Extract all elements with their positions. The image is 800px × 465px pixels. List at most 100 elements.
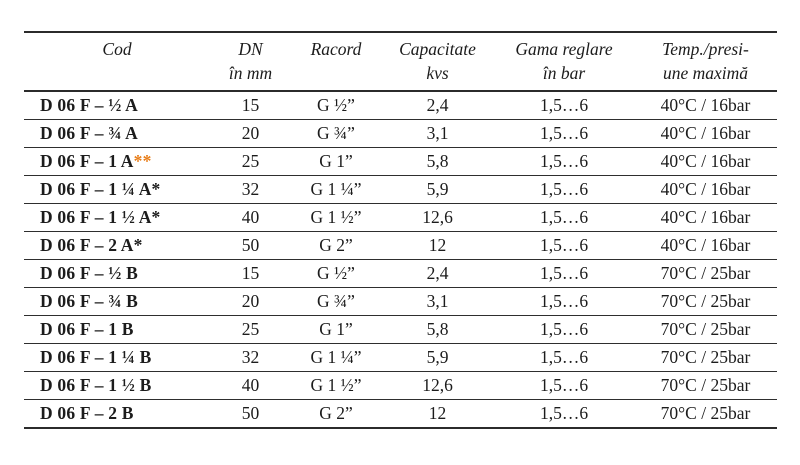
racord-cell: G 2” <box>319 235 353 255</box>
table-row: D 06 F – 1 A** 25 G 1” 5,8 1,5…6 40°C / … <box>24 148 777 176</box>
table-row: D 06 F – 1 ¼ A* 32 G 1 ¼” 5,9 1,5…6 40°C… <box>24 176 777 204</box>
table-row: D 06 F – 1 B 25 G 1” 5,8 1,5…6 70°C / 25… <box>24 316 777 344</box>
valve-spec-table: Cod DN în mm Racord Capacitate kvs Gama … <box>24 31 777 429</box>
cod-text: D 06 F – 2 B <box>40 403 134 423</box>
gama-reglare-cell: 1,5…6 <box>539 263 589 283</box>
cod-cell: D 06 F – 1 ¼ A* <box>24 176 210 204</box>
temp-presiune-cell: 40°C / 16bar <box>660 179 751 199</box>
cod-cell: D 06 F – 1 ½ B <box>24 372 210 400</box>
header-line-1: Cod <box>102 39 132 59</box>
column-header-gama-reglare: Gama reglare în bar <box>494 32 634 91</box>
cod-cell: D 06 F – 1 B <box>24 316 210 344</box>
header-line-1: Gama reglare <box>515 39 613 59</box>
temp-presiune-cell: 70°C / 25bar <box>660 403 751 423</box>
cod-text: D 06 F – ¾ B <box>40 291 139 311</box>
table-row: D 06 F – ¾ A 20 G ¾” 3,1 1,5…6 40°C / 16… <box>24 120 777 148</box>
capacitate-cell: 12 <box>428 403 447 423</box>
gama-reglare-cell: 1,5…6 <box>539 291 589 311</box>
gama-reglare-cell: 1,5…6 <box>539 95 589 115</box>
capacitate-cell: 3,1 <box>426 123 449 143</box>
column-header-temp-presiune: Temp./presi- une maximă <box>634 32 777 91</box>
capacitate-cell: 2,4 <box>426 95 449 115</box>
column-header-dn: DN în mm <box>210 32 291 91</box>
gama-reglare-cell: 1,5…6 <box>539 207 589 227</box>
cod-text: D 06 F – 1 ¼ A* <box>40 179 161 199</box>
header-line-1: Capacitate <box>399 39 476 59</box>
racord-cell: G ½” <box>317 95 355 115</box>
cod-cell: D 06 F – 1 A** <box>24 148 210 176</box>
dn-cell: 15 <box>241 95 260 115</box>
temp-presiune-cell: 70°C / 25bar <box>660 319 751 339</box>
temp-presiune-cell: 40°C / 16bar <box>660 123 751 143</box>
gama-reglare-cell: 1,5…6 <box>539 403 589 423</box>
gama-reglare-cell: 1,5…6 <box>539 319 589 339</box>
gama-reglare-cell: 1,5…6 <box>539 179 589 199</box>
racord-cell: G ¾” <box>317 123 355 143</box>
racord-cell: G 1 ½” <box>310 375 362 395</box>
racord-cell: G 1” <box>319 319 353 339</box>
cod-cell: D 06 F – ½ B <box>24 260 210 288</box>
cod-text: D 06 F – ½ B <box>40 263 139 283</box>
racord-cell: G 1” <box>319 151 353 171</box>
header-line-2: în bar <box>542 63 586 83</box>
dn-cell: 40 <box>241 375 260 395</box>
capacitate-cell: 12,6 <box>422 375 453 395</box>
table-row: D 06 F – 1 ¼ B 32 G 1 ¼” 5,9 1,5…6 70°C … <box>24 344 777 372</box>
capacitate-cell: 12,6 <box>422 207 453 227</box>
cod-cell: D 06 F – 2 A* <box>24 232 210 260</box>
racord-cell: G ½” <box>317 263 355 283</box>
header-line-1: Temp./presi- <box>662 39 749 59</box>
dn-cell: 32 <box>241 347 260 367</box>
header-line-2: une maximă <box>662 63 749 83</box>
temp-presiune-cell: 70°C / 25bar <box>660 375 751 395</box>
header-line-2: în mm <box>228 63 273 83</box>
temp-presiune-cell: 70°C / 25bar <box>660 291 751 311</box>
dn-cell: 32 <box>241 179 260 199</box>
cod-cell: D 06 F – ¾ B <box>24 288 210 316</box>
header-line-1: DN <box>238 39 263 59</box>
gama-reglare-cell: 1,5…6 <box>539 151 589 171</box>
temp-presiune-cell: 40°C / 16bar <box>660 207 751 227</box>
cod-text: D 06 F – 2 A* <box>40 235 143 255</box>
capacitate-cell: 5,8 <box>426 319 449 339</box>
header-line-1: Racord <box>310 39 362 59</box>
dn-cell: 20 <box>241 291 260 311</box>
temp-presiune-cell: 40°C / 16bar <box>660 95 751 115</box>
cod-cell: D 06 F – ½ A <box>24 91 210 120</box>
cod-cell: D 06 F – 1 ¼ B <box>24 344 210 372</box>
table-row: D 06 F – 2 B 50 G 2” 12 1,5…6 70°C / 25b… <box>24 400 777 429</box>
racord-cell: G 1 ½” <box>310 207 362 227</box>
cod-cell: D 06 F – ¾ A <box>24 120 210 148</box>
cod-text: D 06 F – 1 ½ A* <box>40 207 161 227</box>
capacitate-cell: 3,1 <box>426 291 449 311</box>
temp-presiune-cell: 40°C / 16bar <box>660 151 751 171</box>
racord-cell: G ¾” <box>317 291 355 311</box>
capacitate-cell: 5,8 <box>426 151 449 171</box>
cod-cell: D 06 F – 2 B <box>24 400 210 429</box>
table-row: D 06 F – ½ A 15 G ½” 2,4 1,5…6 40°C / 16… <box>24 91 777 120</box>
table-row: D 06 F – 2 A* 50 G 2” 12 1,5…6 40°C / 16… <box>24 232 777 260</box>
table-row: D 06 F – ¾ B 20 G ¾” 3,1 1,5…6 70°C / 25… <box>24 288 777 316</box>
table-row: D 06 F – ½ B 15 G ½” 2,4 1,5…6 70°C / 25… <box>24 260 777 288</box>
temp-presiune-cell: 40°C / 16bar <box>660 235 751 255</box>
cod-cell: D 06 F – 1 ½ A* <box>24 204 210 232</box>
gama-reglare-cell: 1,5…6 <box>539 123 589 143</box>
table-row: D 06 F – 1 ½ B 40 G 1 ½” 12,6 1,5…6 70°C… <box>24 372 777 400</box>
temp-presiune-cell: 70°C / 25bar <box>660 263 751 283</box>
column-header-capacitate: Capacitate kvs <box>381 32 494 91</box>
dn-cell: 40 <box>241 207 260 227</box>
cod-text: D 06 F – ¾ A <box>40 123 139 143</box>
footnote-mark-orange: ** <box>133 151 152 171</box>
dn-cell: 50 <box>241 403 260 423</box>
cod-text: D 06 F – 1 A <box>40 151 134 171</box>
dn-cell: 20 <box>241 123 260 143</box>
racord-cell: G 1 ¼” <box>310 179 362 199</box>
column-header-cod: Cod <box>24 32 210 91</box>
cod-text: D 06 F – 1 B <box>40 319 134 339</box>
table-row: D 06 F – 1 ½ A* 40 G 1 ½” 12,6 1,5…6 40°… <box>24 204 777 232</box>
gama-reglare-cell: 1,5…6 <box>539 347 589 367</box>
gama-reglare-cell: 1,5…6 <box>539 375 589 395</box>
dn-cell: 50 <box>241 235 260 255</box>
cod-text: D 06 F – 1 ½ B <box>40 375 152 395</box>
